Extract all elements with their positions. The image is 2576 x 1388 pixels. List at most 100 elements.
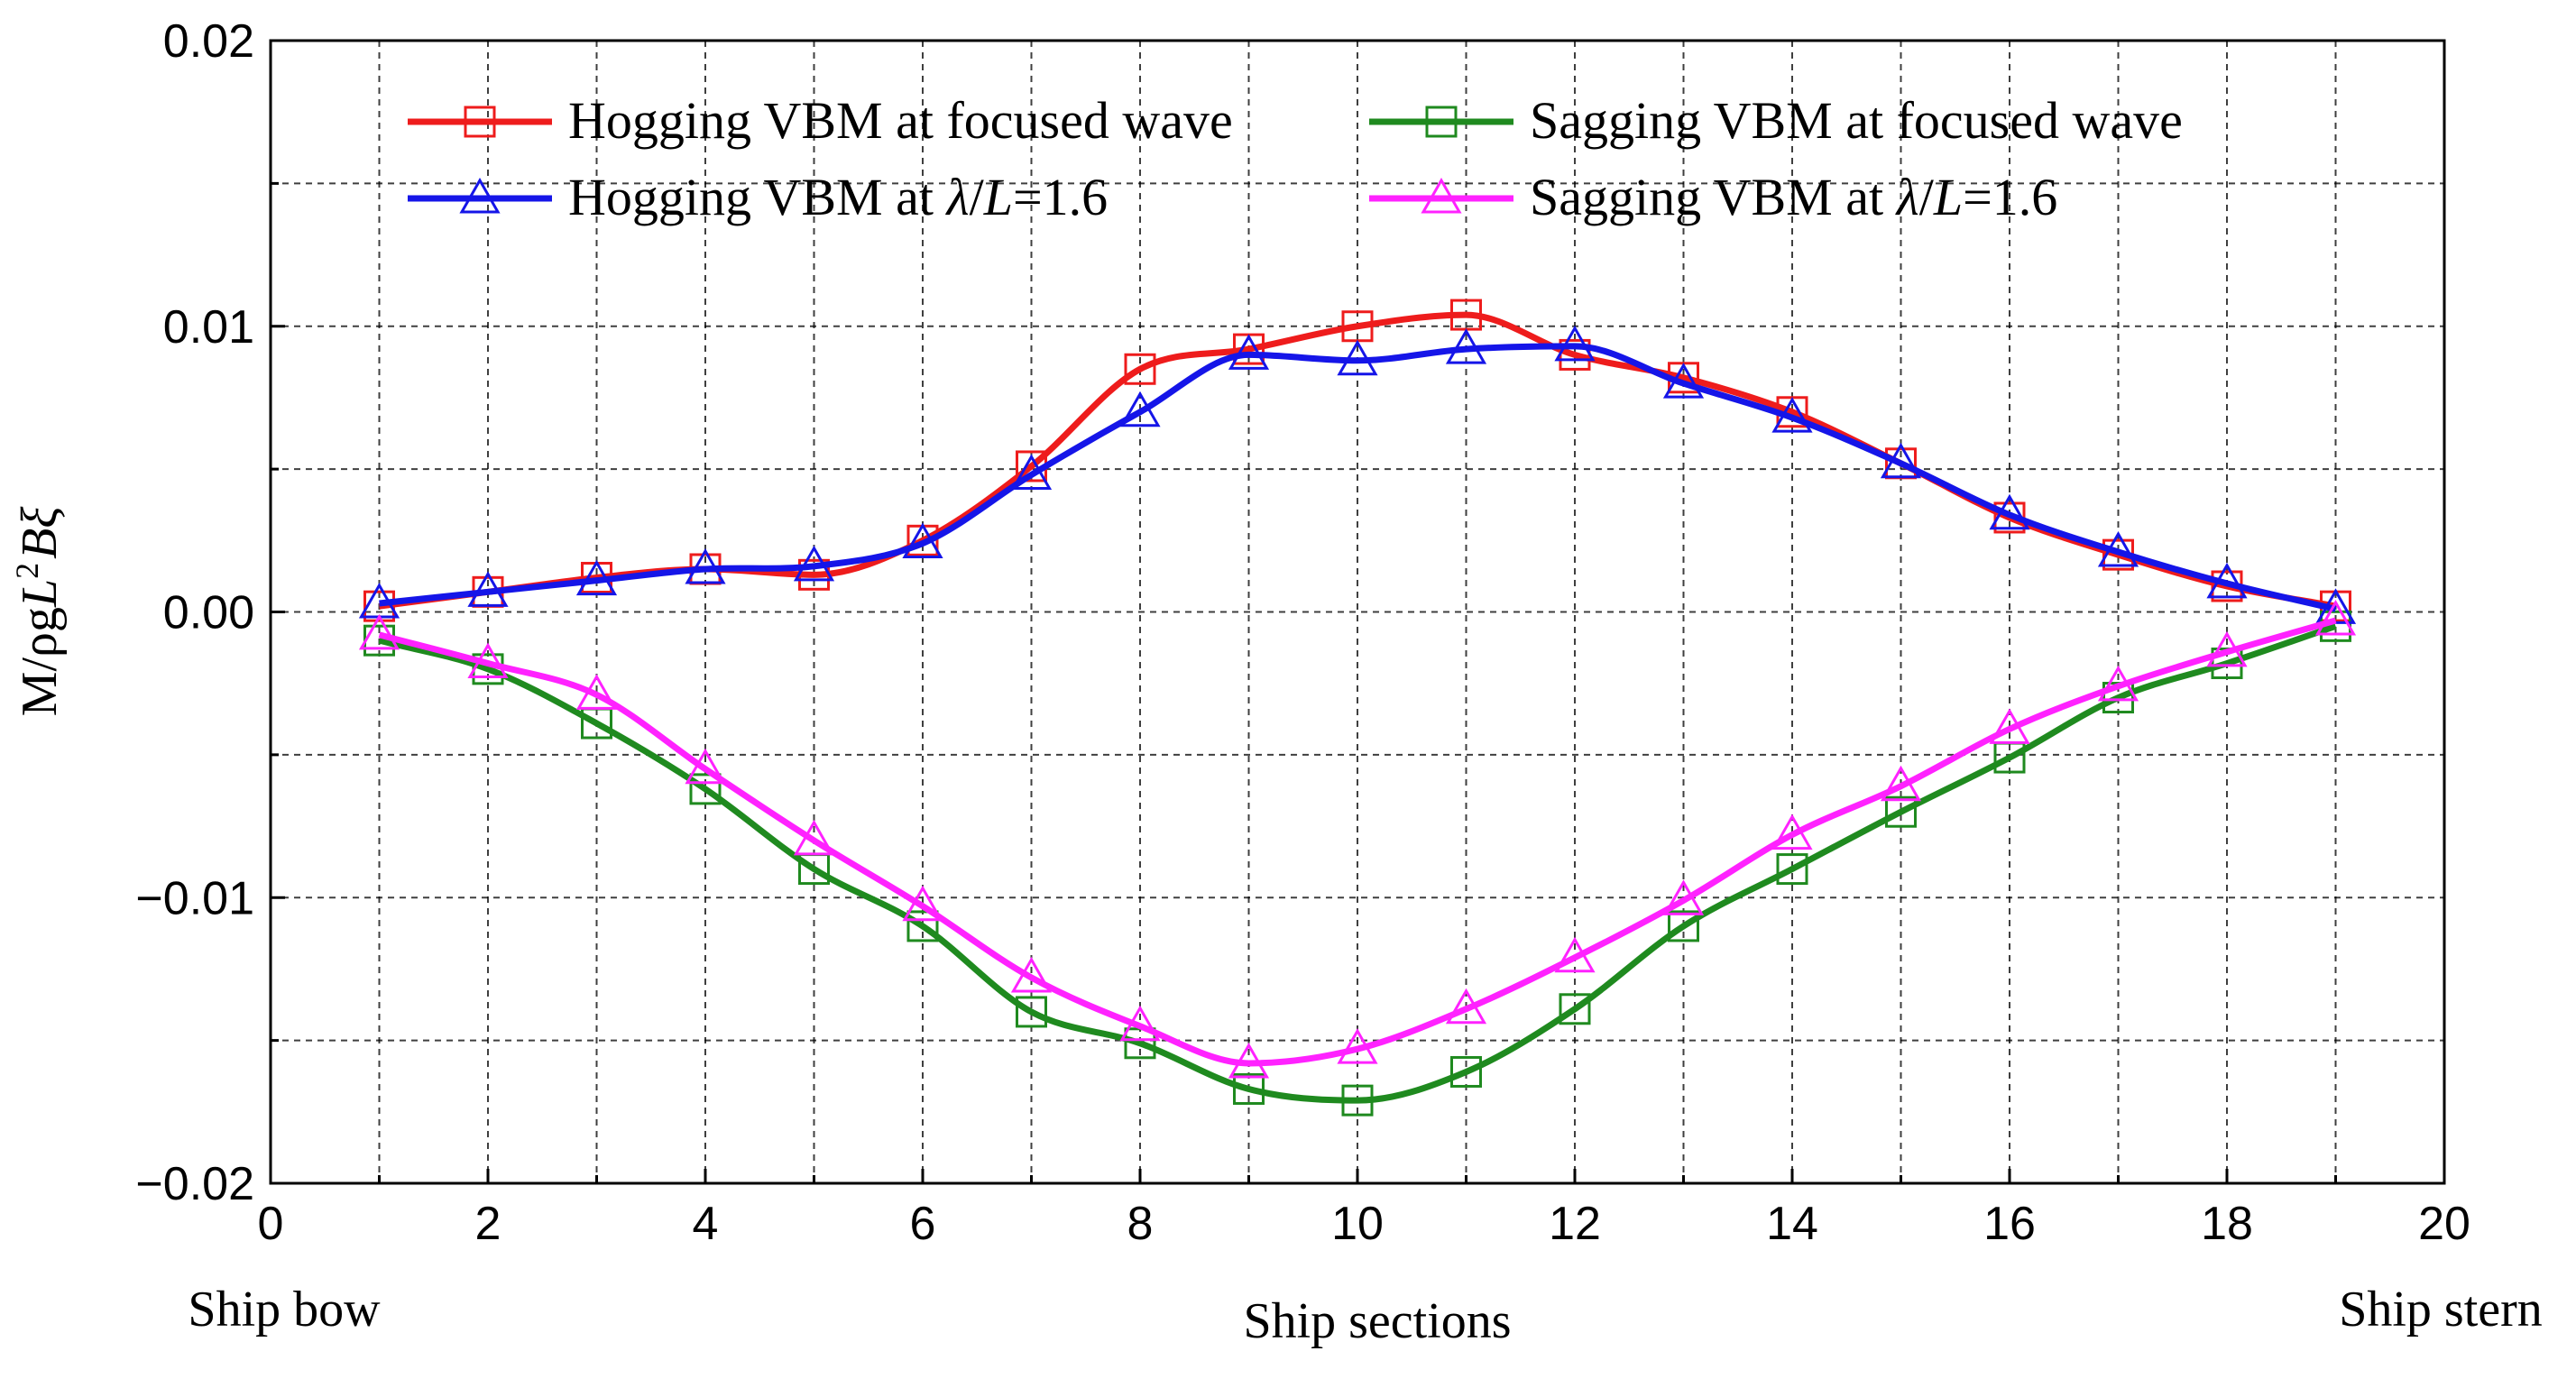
- x-tick-label: 12: [1549, 1198, 1601, 1250]
- data-point: [2314, 599, 2357, 636]
- data-point: [1662, 363, 1705, 399]
- y-tick-label: 0.00: [163, 587, 254, 639]
- legend-label: Sagging VBM at λ/L=1.6: [1530, 168, 2057, 226]
- series-line: [379, 343, 2337, 612]
- data-point: [902, 885, 943, 922]
- legend-label-part: Sagging VBM at: [1530, 168, 1897, 226]
- data-point: [2206, 562, 2248, 599]
- data-point: [1880, 442, 1922, 479]
- x-tick-label: 18: [2201, 1198, 2253, 1250]
- data-point: [689, 773, 722, 805]
- data-point: [1776, 853, 1808, 886]
- ship-bow-label: Ship bow: [188, 1282, 381, 1337]
- x-tick-label: 4: [693, 1198, 719, 1250]
- legend-marker: [1421, 177, 1462, 214]
- data-point: [902, 522, 943, 558]
- x-axis-label: Ship sections: [1243, 1293, 1511, 1349]
- data-point: [685, 748, 726, 785]
- data-point: [1228, 1042, 1270, 1079]
- data-point: [2097, 530, 2139, 567]
- legend-label-part: λ: [944, 168, 969, 226]
- data-point: [2097, 665, 2139, 702]
- data-point: [363, 590, 395, 622]
- data-point: [1559, 993, 1591, 1025]
- data-point: [575, 674, 618, 710]
- legend-label-part: /: [970, 168, 985, 226]
- data-point: [1885, 795, 1917, 828]
- y-label-base: M/ρg: [12, 607, 68, 716]
- series-layer: [358, 299, 2357, 1117]
- x-tick-label: 10: [1331, 1198, 1384, 1250]
- data-point: [1233, 1072, 1265, 1105]
- legend-label-part: L: [1933, 168, 1963, 226]
- legend-label: Hogging VBM at focused wave: [568, 91, 1233, 150]
- ship-stern-label: Ship stern: [2339, 1282, 2543, 1337]
- data-point: [1880, 765, 1922, 802]
- data-point: [1010, 956, 1053, 993]
- legend-label-part: /: [1919, 168, 1935, 226]
- legend-entry: Hogging VBM at focused wave: [408, 91, 1233, 150]
- data-point: [1337, 1028, 1378, 1064]
- legend-label: Hogging VBM at λ/L=1.6: [568, 168, 1108, 226]
- data-point: [358, 613, 400, 650]
- data-point: [1445, 328, 1487, 364]
- data-point: [467, 642, 509, 679]
- data-point: [2206, 630, 2248, 667]
- series-3: [358, 325, 2357, 624]
- legend-label-part: Hogging VBM at: [568, 168, 946, 226]
- data-point: [1341, 1084, 1374, 1117]
- data-point: [685, 547, 726, 584]
- legend-label: Sagging VBM at focused wave: [1530, 91, 2183, 150]
- data-point: [906, 910, 939, 942]
- x-tick-label: 8: [1127, 1198, 1154, 1250]
- y-label-l: L: [12, 579, 68, 608]
- legend-marker: [464, 106, 496, 138]
- legend-marker: [459, 177, 501, 214]
- series-line: [378, 617, 2337, 1067]
- y-tick-label: 0.01: [163, 301, 254, 354]
- data-point: [1010, 454, 1053, 490]
- data-point: [1554, 936, 1596, 973]
- y-axis-label: M/ρgL2 Bξ: [9, 507, 68, 717]
- series-2: [363, 610, 2351, 1117]
- legend-marker: [1425, 106, 1458, 138]
- data-point: [1119, 1005, 1161, 1042]
- data-point: [1119, 391, 1161, 427]
- data-point: [1337, 339, 1378, 376]
- x-tick-label: 14: [1766, 1198, 1818, 1250]
- data-point: [793, 819, 835, 856]
- data-point: [1445, 988, 1487, 1025]
- data-point: [1016, 996, 1047, 1028]
- data-point: [575, 559, 618, 596]
- legend-label-part: λ: [1895, 168, 1919, 226]
- data-point: [1771, 397, 1813, 433]
- data-point: [1554, 325, 1596, 362]
- y-tick-label: −0.02: [135, 1158, 254, 1210]
- legend-entry: Hogging VBM at λ/L=1.6: [408, 168, 1108, 226]
- y-label-xi: ξ: [12, 507, 68, 529]
- data-point: [1989, 493, 2030, 530]
- y-tick-label: −0.01: [135, 872, 254, 924]
- legend-label-part: =1.6: [1963, 168, 2057, 226]
- data-point: [1450, 1055, 1482, 1088]
- y-label-b: B: [12, 529, 68, 559]
- data-point: [1668, 910, 1699, 942]
- data-point: [1989, 708, 2030, 744]
- data-point: [467, 571, 509, 607]
- series-line: [378, 623, 2337, 1104]
- series-4: [358, 599, 2357, 1079]
- axis-ticks: 0 2 4 6 8 10 12 14 16 18 20 −0.02 −0.01 0.00 0.01 0.02: [135, 15, 2470, 1250]
- x-tick-label: 0: [258, 1198, 284, 1250]
- legend-label-part: Sagging VBM at focused wave: [1530, 91, 2183, 150]
- x-tick-label: 2: [475, 1198, 501, 1250]
- legend-entry: Sagging VBM at focused wave: [1369, 91, 2183, 150]
- legend-label-part: L: [983, 168, 1013, 226]
- data-point: [793, 545, 835, 582]
- data-point: [1228, 334, 1270, 370]
- x-tick-label: 20: [2418, 1198, 2470, 1250]
- legend-entry: Sagging VBM at λ/L=1.6: [1369, 168, 2057, 226]
- legend-label-part: =1.6: [1013, 168, 1108, 226]
- data-point: [1771, 813, 1813, 850]
- data-point: [1662, 879, 1705, 915]
